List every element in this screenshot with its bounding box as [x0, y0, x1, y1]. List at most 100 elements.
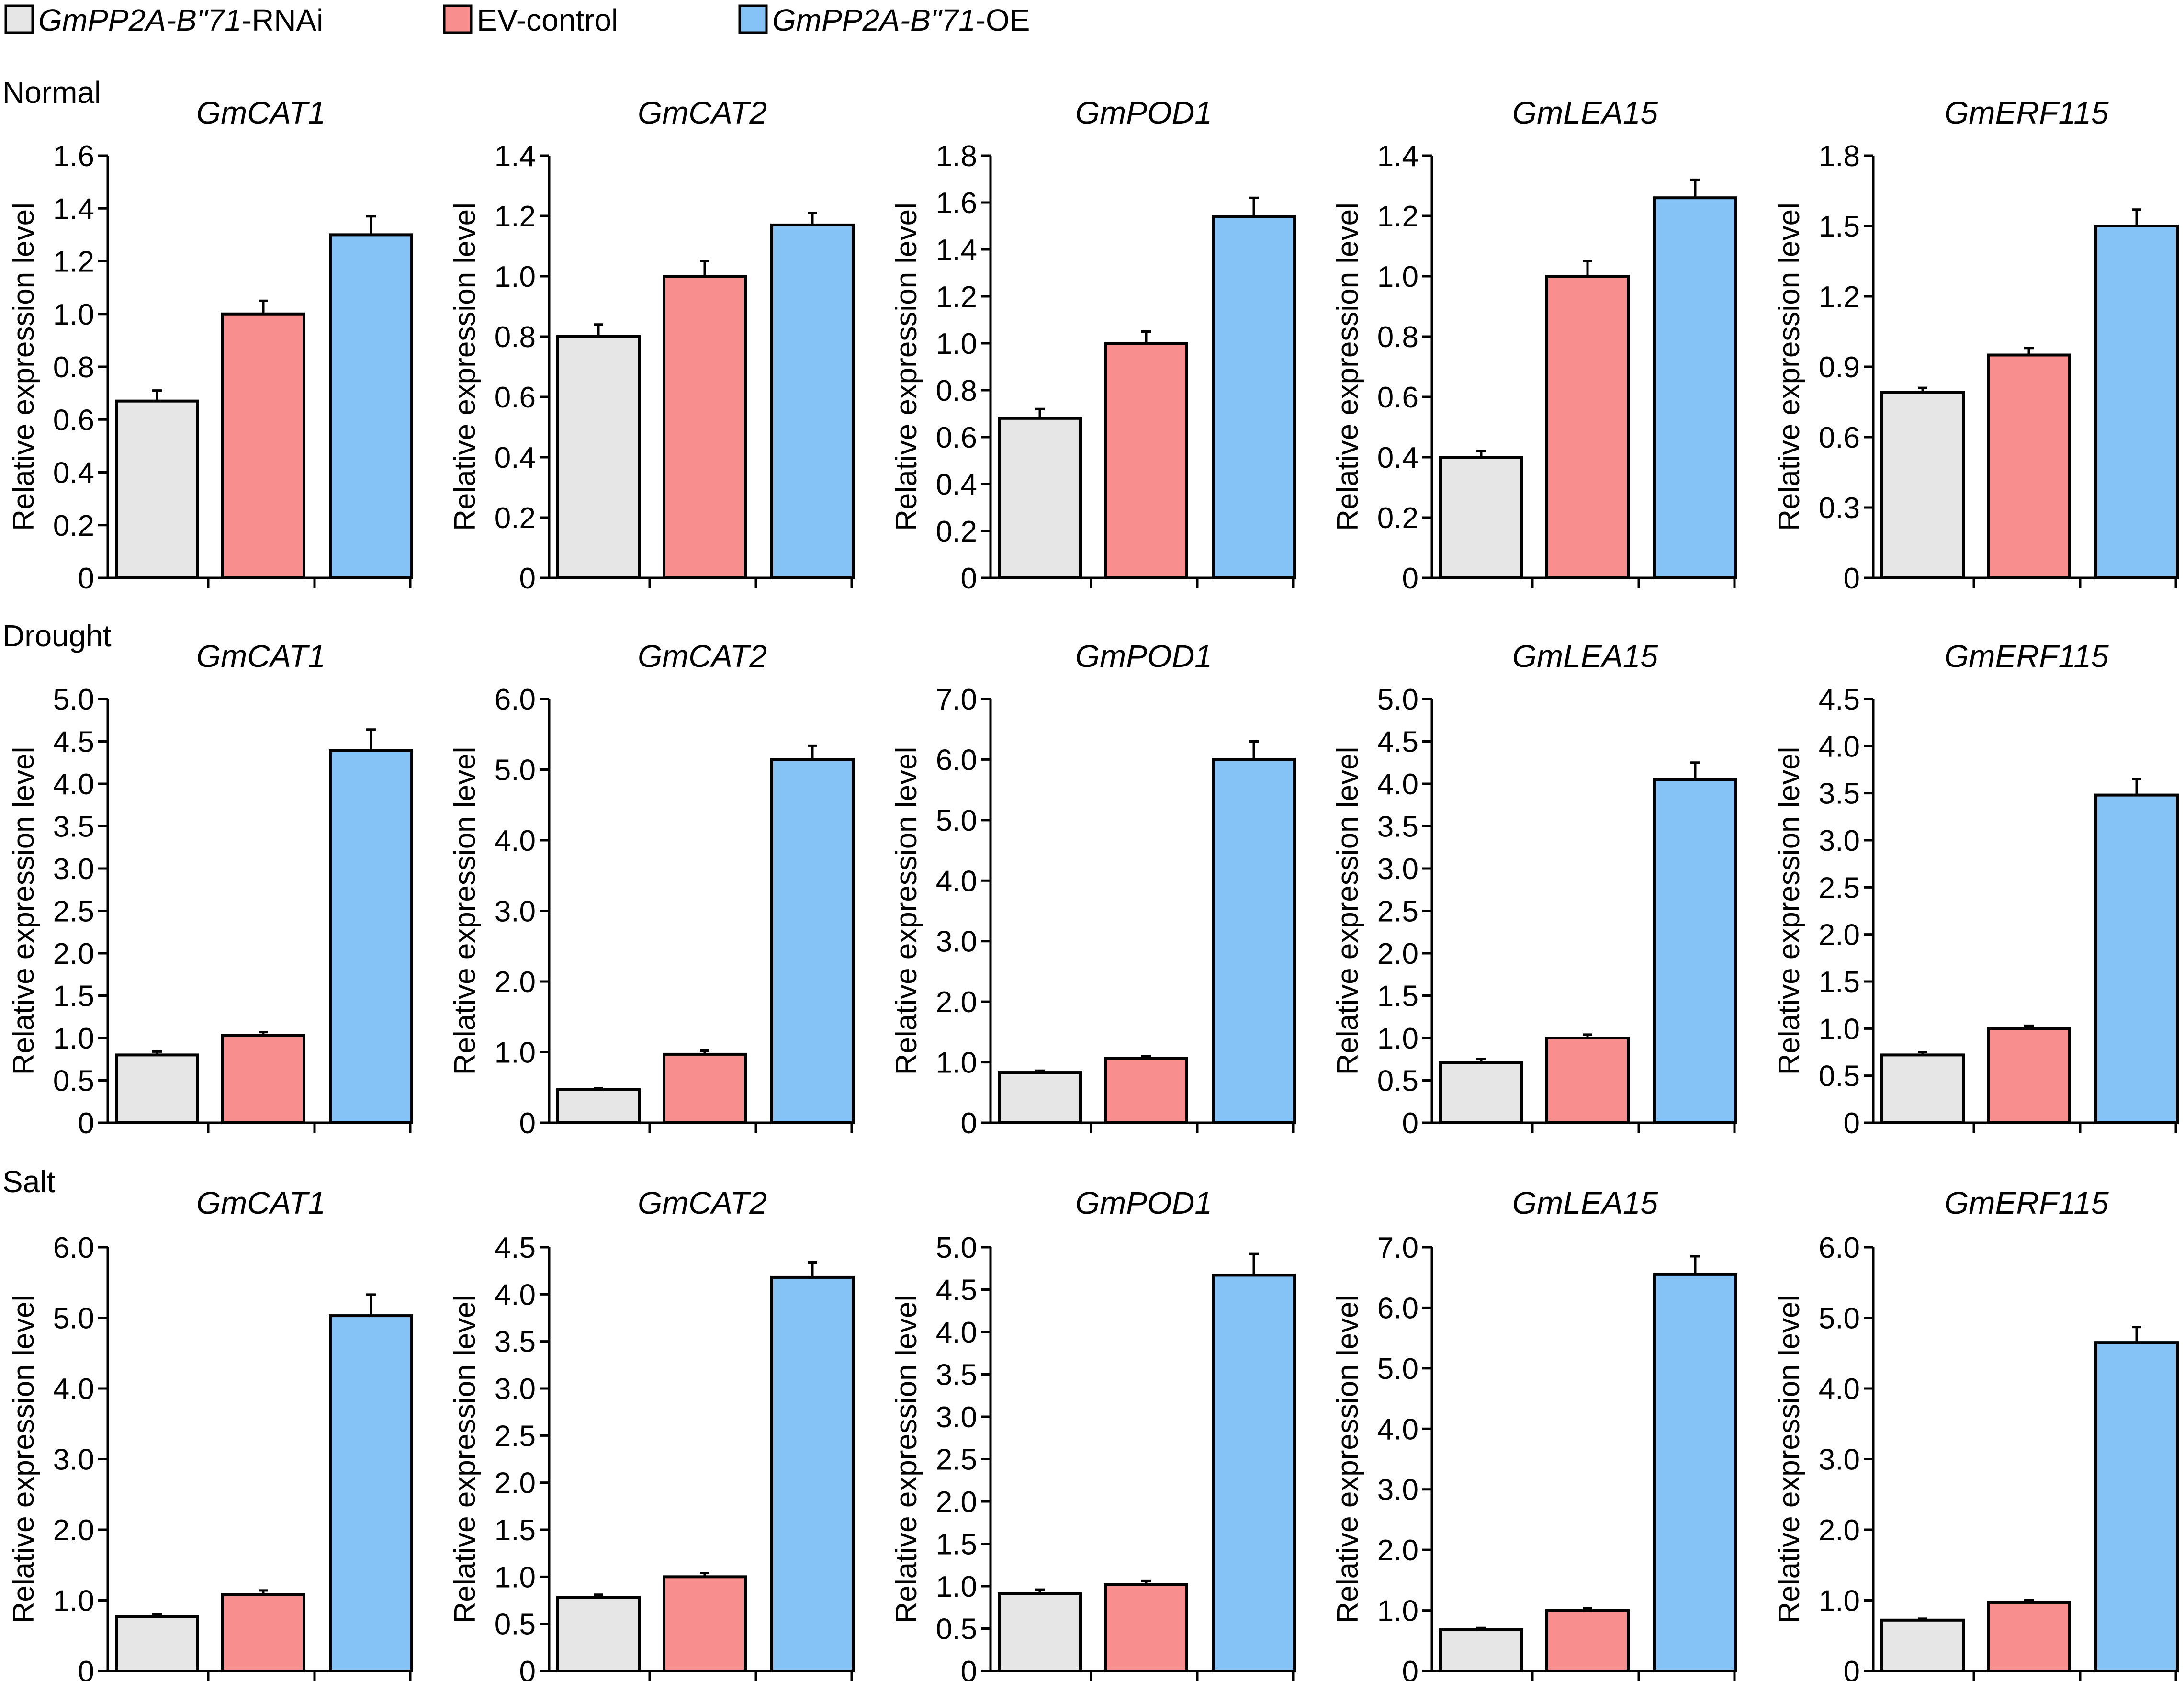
y-tick-label: 1.5	[936, 1528, 977, 1561]
y-tick-label: 4.5	[53, 726, 94, 759]
y-tick-label: 1.0	[936, 327, 977, 361]
chart-title: GmPOD1	[1075, 638, 1212, 674]
bar	[556, 1088, 641, 1125]
chart-panel: GmERF115 Relative expression level 0 0.5 1.0…	[1773, 638, 2179, 1140]
y-tick-label: 1.0	[1819, 1013, 1860, 1046]
y-tick-label: 5.0	[53, 1302, 94, 1335]
bar	[1653, 1273, 1737, 1672]
legend-suffix: EV-control	[477, 3, 618, 37]
y-tick-label: 5.0	[1377, 1353, 1418, 1386]
y-tick-label: 1.5	[1819, 966, 1860, 999]
y-tick-label: 0	[78, 1107, 94, 1140]
y-tick-label: 0.5	[495, 1608, 536, 1641]
y-tick-label: 4.0	[495, 824, 536, 857]
legend-label: GmPP2A-B"71-RNAi	[38, 3, 323, 37]
y-axis-label: Relative expression level	[890, 1295, 923, 1624]
bar	[1545, 275, 1630, 579]
condition-label: Normal	[2, 75, 101, 110]
chart-title: GmCAT1	[196, 638, 326, 674]
y-tick-label: 1.5	[1377, 980, 1418, 1013]
y-tick-label: 0.2	[1377, 502, 1418, 535]
bar	[1987, 1601, 2071, 1673]
y-axis-label: Relative expression level	[449, 1295, 482, 1624]
bar	[1880, 391, 1965, 580]
y-tick-label: 2.0	[495, 966, 536, 999]
y-tick-label: 1.0	[1819, 1585, 1860, 1618]
chart-title: GmERF115	[1944, 1185, 2109, 1220]
y-axis-label: Relative expression level	[7, 1295, 40, 1624]
bar	[663, 1052, 747, 1125]
y-tick-label: 2.0	[53, 1514, 94, 1547]
y-tick-label: 0	[961, 562, 977, 595]
legend-swatch	[738, 4, 768, 34]
y-tick-label: 4.0	[1819, 730, 1860, 763]
y-tick-label: 0.9	[1819, 351, 1860, 384]
y-tick-label: 1.2	[495, 200, 536, 233]
y-tick-label: 2.5	[1819, 871, 1860, 904]
y-tick-label: 7.0	[1377, 1231, 1418, 1264]
y-tick-label: 3.0	[1377, 853, 1418, 886]
y-tick-label: 6.0	[53, 1231, 94, 1264]
y-tick-label: 3.0	[495, 895, 536, 928]
chart-title: GmCAT1	[196, 95, 326, 130]
bar	[663, 1575, 747, 1672]
chart-title: GmCAT2	[638, 1185, 767, 1220]
y-tick-label: 0	[1402, 562, 1418, 595]
y-tick-label: 0.4	[936, 468, 977, 501]
y-tick-label: 1.2	[53, 246, 94, 279]
y-tick-label: 3.0	[53, 853, 94, 886]
bar	[770, 223, 855, 579]
legend-swatch	[4, 4, 34, 34]
bar	[2094, 793, 2179, 1124]
y-tick-label: 3.0	[936, 925, 977, 959]
y-tick-label: 0	[78, 562, 94, 595]
y-tick-label: 2.5	[495, 1420, 536, 1453]
y-tick-label: 0.8	[936, 374, 977, 407]
y-tick-label: 0.6	[495, 381, 536, 414]
chart-panel: GmCAT1 Relative expression level 0 0.5 1.0 1.…	[7, 638, 413, 1140]
bar	[2094, 1341, 2179, 1672]
y-tick-label: 4.0	[53, 768, 94, 801]
bar	[663, 275, 747, 579]
y-tick-label: 0.6	[1377, 381, 1418, 414]
y-tick-label: 0.8	[53, 351, 94, 384]
y-tick-label: 6.0	[1377, 1292, 1418, 1325]
y-axis-label: Relative expression level	[449, 203, 482, 531]
y-tick-label: 1.5	[1819, 210, 1860, 243]
bar	[2094, 225, 2179, 579]
y-tick-label: 0.2	[936, 515, 977, 548]
bar	[998, 1071, 1082, 1124]
y-tick-label: 0	[1402, 1655, 1418, 1681]
y-tick-label: 0.4	[495, 441, 536, 474]
y-axis-label: Relative expression level	[1331, 747, 1364, 1075]
legend-gene: GmPP2A-B"71	[38, 3, 242, 37]
y-tick-label: 4.5	[495, 1231, 536, 1264]
y-tick-label: 0.8	[495, 321, 536, 354]
bar	[1439, 1628, 1523, 1672]
chart-panel: GmCAT1 Relative expression level 0 0.2 0.4 0.…	[7, 95, 413, 595]
bar	[1545, 1609, 1630, 1673]
chart-panel: GmERF115 Relative expression level 0 1.0 2.0…	[1773, 1185, 2179, 1681]
y-tick-label: 6.0	[936, 744, 977, 777]
condition-label: Drought	[2, 619, 112, 653]
y-tick-label: 3.0	[1377, 1474, 1418, 1507]
y-tick-label: 0	[1844, 562, 1860, 595]
y-tick-label: 1.0	[1377, 260, 1418, 293]
chart-title: GmLEA15	[1512, 638, 1658, 674]
bar	[556, 1596, 641, 1673]
y-tick-label: 1.4	[495, 140, 536, 173]
y-tick-label: 1.4	[1377, 140, 1418, 173]
y-tick-label: 1.8	[1819, 140, 1860, 173]
y-axis-label: Relative expression level	[890, 203, 923, 531]
y-tick-label: 3.0	[1819, 824, 1860, 857]
bar	[1439, 1061, 1523, 1125]
bar	[1104, 1057, 1188, 1124]
y-tick-label: 3.5	[936, 1359, 977, 1392]
legend-label: GmPP2A-B"71-OE	[772, 3, 1030, 37]
y-tick-label: 2.5	[1377, 895, 1418, 928]
chart-panel: GmCAT1 Relative expression level 0 1.0 2.0 3.…	[7, 1185, 413, 1681]
y-tick-label: 3.5	[495, 1326, 536, 1359]
bar	[1212, 758, 1296, 1124]
y-tick-label: 1.0	[53, 298, 94, 331]
